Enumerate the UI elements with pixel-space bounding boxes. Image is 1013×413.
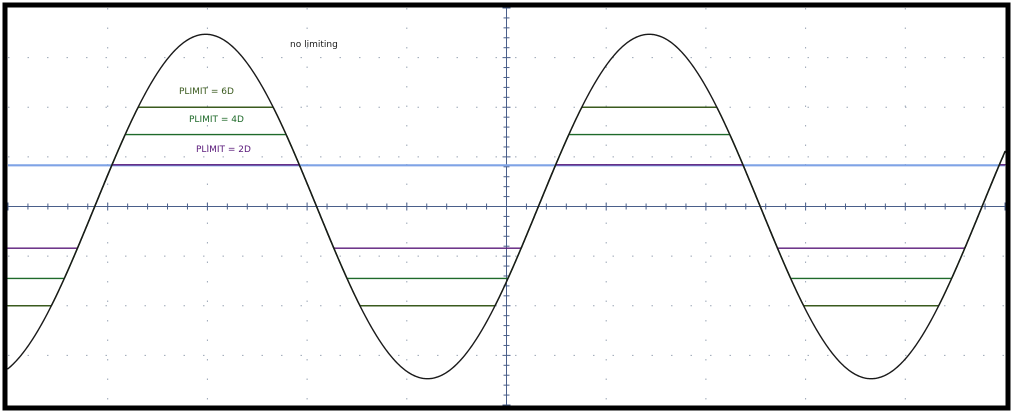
trace-plimit-2d bbox=[7, 164, 1006, 249]
label-no-limiting: no limiting bbox=[290, 40, 338, 50]
trace-no-limiting bbox=[7, 33, 1006, 380]
trace-plimit-4d bbox=[7, 133, 1006, 280]
label-plimit-6d: PLIMIT = 6D bbox=[179, 87, 234, 97]
traces bbox=[7, 33, 1006, 380]
label-plimit-2d: PLIMIT = 2D bbox=[196, 145, 251, 155]
label-plimit-4d: PLIMIT = 4D bbox=[189, 115, 244, 125]
trace-labels: no limiting PLIMIT = 6D PLIMIT = 4D PLIM… bbox=[179, 40, 338, 155]
